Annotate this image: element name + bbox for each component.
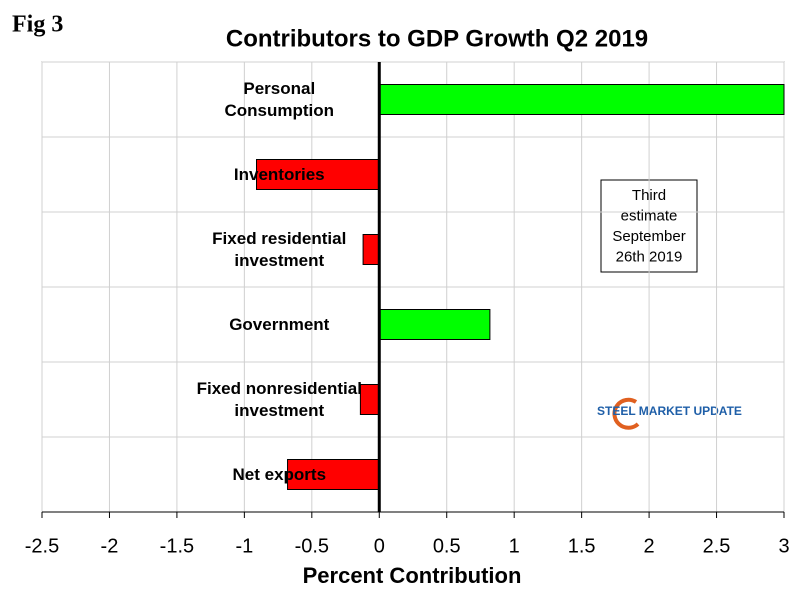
annotation-line: September bbox=[612, 228, 685, 245]
x-tick-label: -1 bbox=[235, 535, 253, 557]
x-tick-label: 3 bbox=[778, 535, 789, 557]
x-tick-label: -2 bbox=[101, 535, 119, 557]
x-tick-label: -0.5 bbox=[295, 535, 329, 557]
category-label: Fixed residential investment bbox=[212, 228, 347, 270]
bar bbox=[378, 309, 491, 340]
x-tick-label: -2.5 bbox=[25, 535, 59, 557]
category-label: Government bbox=[229, 314, 330, 334]
bar bbox=[378, 84, 785, 115]
logo: STEEL MARKET UPDATE bbox=[597, 404, 742, 418]
x-tick-label: 1.5 bbox=[568, 535, 596, 557]
x-axis-label: Percent Contribution bbox=[303, 563, 522, 588]
x-tick-label: 2 bbox=[644, 535, 655, 557]
x-tick-label: 1 bbox=[509, 535, 520, 557]
figure-label: Fig 3 bbox=[12, 12, 63, 38]
logo-swirl bbox=[612, 397, 640, 430]
annotation-line: estimate bbox=[621, 207, 678, 224]
bar bbox=[256, 159, 380, 190]
x-tick-label: 0.5 bbox=[433, 535, 461, 557]
category-label: Fixed nonresidential investment bbox=[196, 378, 362, 420]
annotation-line: 26th 2019 bbox=[616, 248, 683, 265]
chart-title: Contributors to GDP Growth Q2 2019 bbox=[226, 25, 648, 52]
category-label: Personal Consumption bbox=[224, 78, 335, 120]
x-tick-label: 0 bbox=[374, 535, 385, 557]
x-tick-label: -1.5 bbox=[160, 535, 194, 557]
annotation-line: Third bbox=[632, 187, 666, 204]
category-label: Inventories bbox=[233, 164, 325, 184]
category-label: Net exports bbox=[232, 464, 327, 484]
bar bbox=[362, 234, 380, 265]
x-tick-label: 2.5 bbox=[703, 535, 731, 557]
